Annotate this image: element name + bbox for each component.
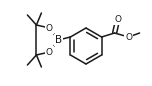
Text: O: O [125, 33, 132, 42]
Text: O: O [46, 47, 53, 57]
Text: O: O [114, 15, 121, 23]
Text: B: B [55, 35, 62, 45]
Text: O: O [46, 23, 53, 33]
